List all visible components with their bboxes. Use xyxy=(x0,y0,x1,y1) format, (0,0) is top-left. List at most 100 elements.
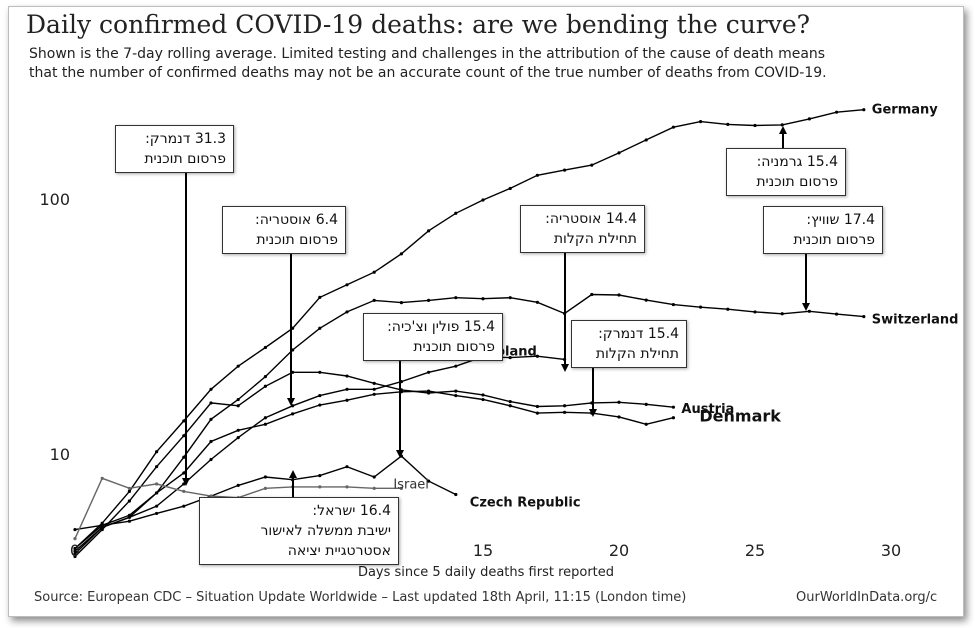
chart-subtitle-line2: that the number of confirmed deaths may … xyxy=(29,65,827,81)
annotation-line: אסטרטגיית יציאה xyxy=(287,543,391,559)
data-point-poland xyxy=(263,416,267,420)
data-point-denmark xyxy=(236,428,240,432)
data-point-switzerland xyxy=(372,298,376,302)
data-point-israel xyxy=(345,485,349,489)
data-point-germany xyxy=(454,211,458,215)
data-point-germany xyxy=(127,489,131,493)
data-point-austria xyxy=(671,405,676,409)
data-point-switzerland xyxy=(726,307,730,311)
data-point-austria xyxy=(508,399,512,404)
data-point-switzerland xyxy=(73,549,77,553)
series-label-germany: Germany xyxy=(872,103,938,118)
data-point-denmark xyxy=(155,491,159,495)
annotation-line: פרסום תוכנית xyxy=(756,174,838,190)
data-point-israel xyxy=(372,486,376,490)
data-point-austria xyxy=(127,499,131,503)
annotation-denmark-31-3: 31.3 דנמרק: פרסום תוכנית xyxy=(115,125,234,173)
data-point-denmark xyxy=(291,412,295,416)
credit-link[interactable]: OurWorldInData.org/c xyxy=(796,590,938,605)
data-point-germany xyxy=(807,117,812,121)
data-point-denmark xyxy=(345,398,349,402)
data-point-germany xyxy=(590,163,594,167)
data-point-czech-republic xyxy=(345,465,349,469)
data-point-denmark xyxy=(372,392,376,396)
data-point-denmark xyxy=(263,422,267,426)
y-tick-label: 100 xyxy=(39,190,70,209)
series-label-israel: Israel xyxy=(393,477,429,492)
data-point-switzerland xyxy=(481,297,485,301)
data-point-austria xyxy=(481,393,485,397)
data-point-israel xyxy=(399,486,403,490)
data-point-germany xyxy=(481,198,485,202)
data-point-czech-republic xyxy=(372,475,376,479)
annotation-poland-czech-15-4: 15.4 פולין וצ'כיה: פרסום תוכנית xyxy=(363,313,503,361)
data-point-poland xyxy=(535,354,540,358)
data-point-austria xyxy=(73,554,77,559)
data-point-israel xyxy=(209,494,213,498)
data-point-israel xyxy=(155,482,159,486)
data-point-germany xyxy=(835,110,839,114)
data-point-switzerland xyxy=(807,309,812,313)
data-point-israel xyxy=(318,485,322,489)
data-point-germany xyxy=(508,186,512,191)
data-point-switzerland xyxy=(644,298,648,302)
series-label-czech-republic: Czech Republic xyxy=(470,496,581,511)
chart-title: Daily confirmed COVID-19 deaths: are we … xyxy=(26,10,811,39)
data-point-switzerland xyxy=(454,296,458,300)
data-point-poland xyxy=(318,393,322,398)
data-point-denmark xyxy=(535,411,540,415)
annotation-denmark-15-4: 15.4 דנמרק: תחילת הקלות xyxy=(571,320,687,368)
annotation-line: 6.4 אוסטריה: xyxy=(255,212,338,228)
data-point-germany xyxy=(182,419,186,423)
data-point-denmark xyxy=(318,403,322,407)
data-point-switzerland xyxy=(780,312,784,316)
data-point-switzerland xyxy=(263,374,267,379)
data-point-germany xyxy=(372,270,376,274)
data-point-germany xyxy=(699,119,703,124)
data-point-czech-republic xyxy=(263,475,267,479)
data-point-switzerland xyxy=(862,314,866,319)
data-point-germany xyxy=(535,173,540,177)
data-point-austria xyxy=(318,370,322,374)
data-point-switzerland xyxy=(209,417,213,421)
x-tick-label: 25 xyxy=(745,541,765,560)
annotation-line: 16.4 ישראל: xyxy=(312,503,391,519)
data-point-switzerland xyxy=(699,305,703,309)
data-point-germany xyxy=(617,151,621,155)
data-point-germany xyxy=(427,229,431,233)
data-point-poland xyxy=(236,436,240,440)
x-tick-label: 30 xyxy=(881,541,901,560)
data-point-czech-republic xyxy=(236,483,240,487)
data-point-switzerland xyxy=(236,397,240,402)
annotation-line: פרסום תוכנית xyxy=(793,232,875,248)
data-point-germany xyxy=(726,122,730,126)
data-point-czech-republic xyxy=(127,519,131,523)
data-point-denmark xyxy=(427,389,431,393)
x-tick-label: 20 xyxy=(609,541,629,560)
data-point-germany xyxy=(780,123,784,127)
data-point-poland xyxy=(209,457,213,462)
x-tick-label: 0 xyxy=(70,541,80,560)
data-point-switzerland xyxy=(318,326,322,330)
data-point-germany xyxy=(236,364,240,368)
data-point-switzerland xyxy=(182,455,186,459)
data-point-czech-republic xyxy=(427,479,431,483)
data-point-austria xyxy=(182,434,186,438)
annotation-line: 15.4 דנמרק: xyxy=(598,326,679,342)
annotation-line: 15.4 גרמניה: xyxy=(756,154,838,170)
data-point-switzerland xyxy=(399,300,403,305)
data-point-israel xyxy=(73,537,77,541)
data-point-poland xyxy=(73,552,77,556)
data-point-poland xyxy=(291,404,295,408)
data-point-austria xyxy=(209,401,213,405)
data-point-switzerland xyxy=(508,296,512,300)
data-point-poland xyxy=(127,515,131,519)
x-tick-label: 15 xyxy=(473,541,493,560)
data-point-austria xyxy=(345,374,349,378)
data-point-austria xyxy=(535,404,540,409)
data-point-denmark xyxy=(209,439,213,444)
data-point-germany xyxy=(209,387,213,391)
data-point-denmark xyxy=(481,397,485,402)
data-point-austria xyxy=(263,384,267,388)
data-point-switzerland xyxy=(617,293,621,297)
